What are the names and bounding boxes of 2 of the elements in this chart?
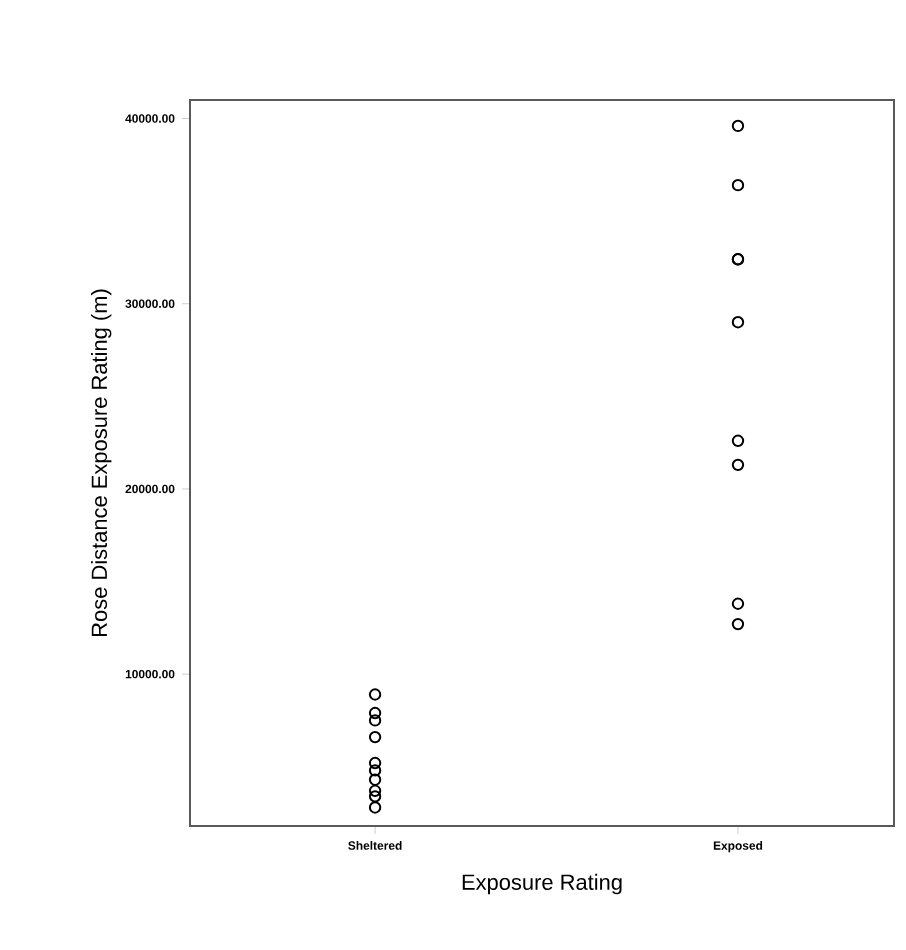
- x-axis-title: Exposure Rating: [462, 873, 622, 895]
- y-axis-title: Rose Distance Exposure Rating (m): [90, 289, 112, 636]
